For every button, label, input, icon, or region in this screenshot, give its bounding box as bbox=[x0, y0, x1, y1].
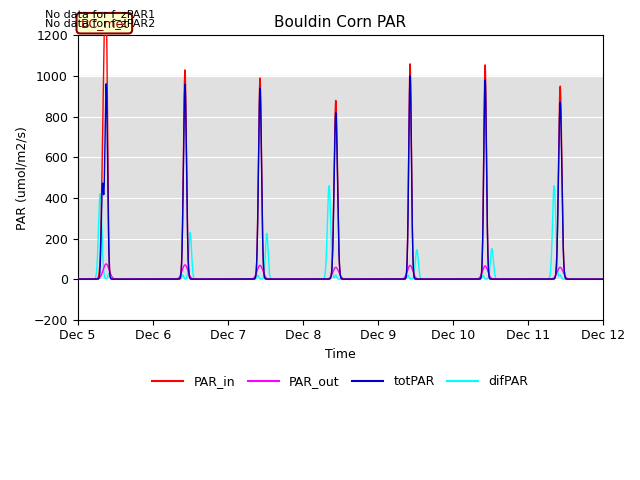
Y-axis label: PAR (umol/m2/s): PAR (umol/m2/s) bbox=[15, 126, 28, 229]
Text: No data for f_zPAR1: No data for f_zPAR1 bbox=[45, 9, 155, 20]
Text: BC_met: BC_met bbox=[80, 17, 129, 30]
Bar bbox=[77, 76, 603, 279]
Title: Bouldin Corn PAR: Bouldin Corn PAR bbox=[274, 15, 406, 30]
X-axis label: Time: Time bbox=[325, 348, 356, 361]
Legend: PAR_in, PAR_out, totPAR, difPAR: PAR_in, PAR_out, totPAR, difPAR bbox=[147, 370, 533, 393]
Text: No data for f_zPAR2: No data for f_zPAR2 bbox=[45, 18, 155, 29]
